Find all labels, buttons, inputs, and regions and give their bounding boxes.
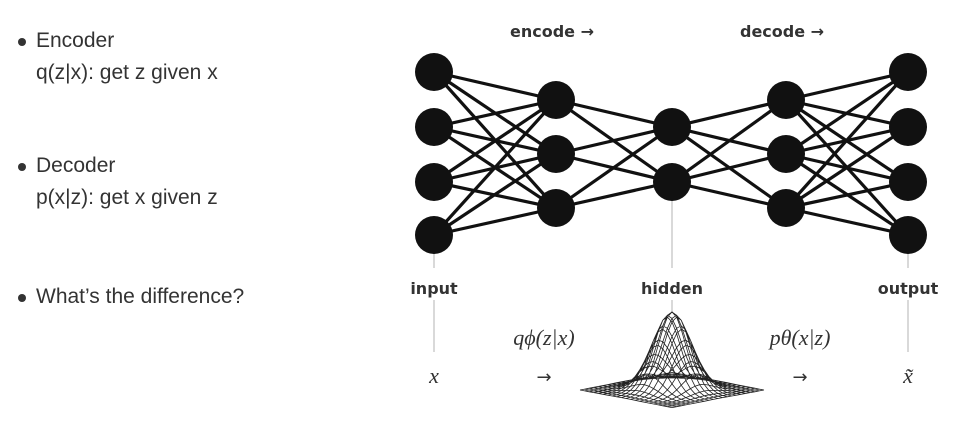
decode-label: decode → bbox=[740, 22, 824, 41]
network-node bbox=[537, 135, 575, 173]
network-edge bbox=[432, 98, 558, 237]
vertical-guide-lines bbox=[433, 190, 909, 352]
network-node bbox=[889, 53, 927, 91]
network-nodes bbox=[415, 53, 927, 254]
network-node bbox=[415, 53, 453, 91]
decoder-arrow: → bbox=[792, 367, 807, 388]
bullet-encoder-detail: q(z|x): get z given x bbox=[36, 61, 218, 84]
network-node bbox=[889, 163, 927, 201]
network-node bbox=[767, 81, 805, 119]
encoder-arrow: → bbox=[536, 367, 551, 388]
network-edge bbox=[671, 152, 787, 184]
network-edge bbox=[433, 98, 557, 184]
network-edge bbox=[784, 70, 910, 210]
network-node bbox=[415, 108, 453, 146]
x-tilde-symbol: x̃ bbox=[902, 363, 913, 388]
bullet-encoder-title: Encoder bbox=[36, 29, 115, 52]
network-edge bbox=[671, 98, 787, 184]
gaussian-mesh-surface bbox=[579, 311, 765, 408]
decoder-distribution: pθ(x|z) bbox=[768, 325, 831, 350]
bullet-dot bbox=[18, 163, 26, 171]
network-node bbox=[767, 135, 805, 173]
network-edge bbox=[433, 70, 557, 102]
network-edge bbox=[785, 180, 909, 210]
input-label: input bbox=[410, 279, 458, 298]
bullet-decoder-title: Decoder bbox=[36, 154, 116, 177]
network-edge bbox=[671, 98, 787, 129]
network-edge bbox=[433, 98, 557, 129]
network-edge bbox=[785, 70, 909, 102]
encode-label: encode → bbox=[510, 22, 594, 41]
network-edge bbox=[785, 125, 909, 210]
network-edge bbox=[433, 206, 557, 237]
network-node bbox=[537, 189, 575, 227]
network-edge bbox=[555, 125, 673, 156]
network-node bbox=[889, 216, 927, 254]
bullet-dot bbox=[18, 294, 26, 302]
hidden-label: hidden bbox=[641, 279, 703, 298]
output-label: output bbox=[878, 279, 939, 298]
bullet-dot bbox=[18, 38, 26, 46]
network-node bbox=[653, 108, 691, 146]
network-edge bbox=[671, 180, 787, 210]
network-node bbox=[415, 163, 453, 201]
encoder-distribution: qϕ(z|x) bbox=[513, 325, 574, 350]
network-edge bbox=[433, 152, 557, 237]
network-edge bbox=[555, 98, 673, 129]
mesh-wireframe bbox=[579, 311, 765, 408]
bullet-question-text: What’s the difference? bbox=[36, 285, 245, 308]
network-node bbox=[653, 163, 691, 201]
network-edge bbox=[785, 70, 909, 156]
network-edge bbox=[555, 125, 673, 210]
network-node bbox=[767, 189, 805, 227]
network-node bbox=[415, 216, 453, 254]
network-edge bbox=[785, 206, 909, 237]
network-edge bbox=[555, 180, 673, 210]
network-node bbox=[537, 81, 575, 119]
bullet-decoder-detail: p(x|z): get x given z bbox=[36, 186, 218, 209]
network-node bbox=[889, 108, 927, 146]
network-edges bbox=[432, 70, 910, 237]
x-symbol: x bbox=[428, 363, 439, 388]
